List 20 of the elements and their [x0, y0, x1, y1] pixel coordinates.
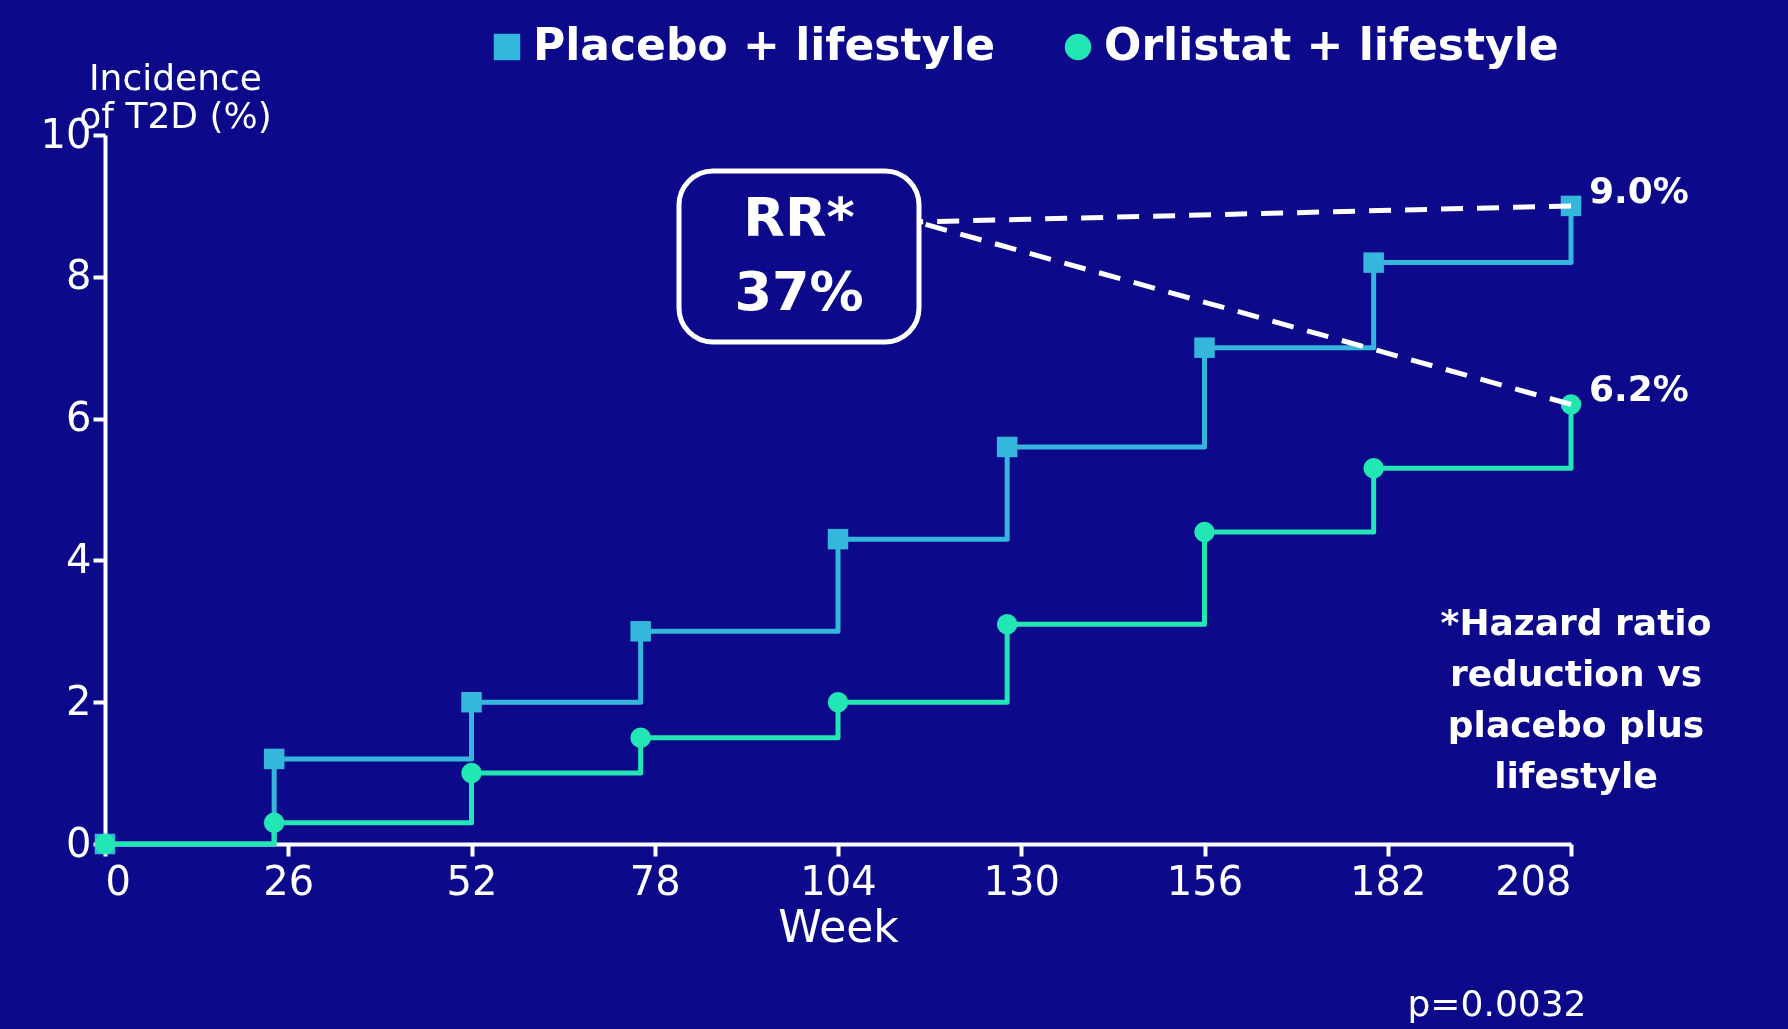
x-tick-label: 130	[983, 857, 1060, 904]
x-tick-label: 0	[105, 857, 131, 904]
legend-label: Orlistat + lifestyle	[1104, 19, 1559, 70]
y-tick-label: 8	[66, 252, 92, 299]
y-tick-label: 2	[66, 677, 92, 724]
y-tick-label: 6	[66, 394, 92, 441]
y-tick-label: 0	[66, 819, 92, 866]
annotation: RR* 37%	[734, 186, 864, 323]
data-label: 9.0%	[1589, 169, 1689, 211]
y-tick-label: 4	[66, 535, 92, 582]
x-tick-label: 52	[446, 857, 498, 904]
legend-label: Placebo + lifestyle	[533, 19, 996, 70]
x-tick-label: 156	[1166, 857, 1244, 904]
text: p=0.0032	[1407, 983, 1587, 1024]
x-tick-label: 208	[1495, 857, 1572, 904]
annotation: *Hazard ratio reduction vs placebo plus lifestyle	[1440, 602, 1712, 796]
data-label: 6.2%	[1589, 368, 1689, 410]
x-tick-label: 26	[263, 857, 315, 904]
x-tick-label: 182	[1350, 857, 1427, 904]
x-tick-label: 78	[629, 857, 681, 904]
